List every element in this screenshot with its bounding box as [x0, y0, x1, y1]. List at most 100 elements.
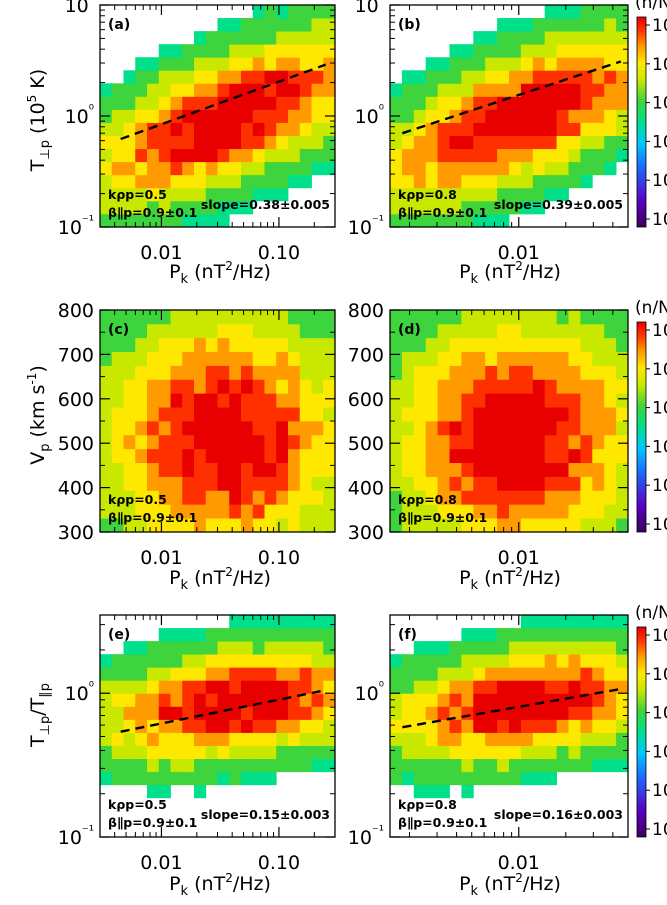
heatmap-cell — [194, 44, 207, 58]
heatmap-cell — [241, 641, 254, 655]
heatmap-cell — [532, 504, 546, 519]
heatmap-cell — [135, 148, 148, 163]
heatmap-cell — [205, 654, 218, 668]
ytick-label: 600 — [348, 389, 384, 411]
heatmap-cell — [288, 448, 301, 464]
plot-frame — [389, 614, 629, 838]
heatmap-cell — [123, 161, 136, 176]
heatmap-cell — [509, 174, 522, 189]
heatmap-cell — [205, 187, 218, 202]
heatmap-cell — [532, 421, 546, 436]
heatmap-cell — [217, 351, 230, 366]
heatmap-cell — [229, 323, 242, 339]
heatmap-cell — [123, 148, 136, 163]
heatmap-cell — [229, 96, 242, 110]
heatmap-cell — [532, 70, 546, 84]
heatmap-cell — [556, 434, 569, 450]
heatmap-cell — [568, 693, 581, 707]
xlabel-a: Pk (nT2/Hz) — [169, 259, 271, 287]
heatmap-cell — [264, 421, 277, 436]
xtick-label: 0.01 — [498, 852, 540, 874]
heatmap-cell — [604, 44, 617, 58]
heatmap-cell — [158, 628, 171, 642]
ytick-label: 10⁻¹ — [348, 214, 384, 239]
heatmap-cell — [264, 518, 277, 533]
heatmap-cell — [509, 200, 522, 215]
annotation-krho: kρp=0.8 — [398, 187, 457, 202]
heatmap-cell — [497, 719, 510, 733]
heatmap-cell — [556, 719, 569, 733]
heatmap-cell — [413, 421, 427, 436]
heatmap-cell — [544, 187, 557, 202]
heatmap-cell — [544, 365, 557, 380]
heatmap-cell — [425, 122, 438, 136]
heatmap-cell — [311, 654, 324, 668]
heatmap-cell — [616, 518, 629, 533]
heatmap-cell — [497, 641, 510, 655]
heatmap-cell — [473, 448, 486, 464]
heatmap-cell — [264, 161, 277, 176]
heatmap-cell — [413, 135, 427, 150]
heatmap-cell — [497, 476, 510, 491]
heatmap-cell — [123, 135, 136, 150]
heatmap-cell — [401, 693, 415, 707]
heatmap-cell — [473, 504, 486, 519]
heatmap-cell — [520, 337, 534, 353]
heatmap-cell — [580, 310, 593, 325]
heatmap-cell — [473, 70, 486, 84]
heatmap-cell — [532, 615, 546, 629]
heatmap-cell — [520, 379, 534, 394]
heatmap-cell — [229, 393, 242, 408]
heatmap-cell — [449, 122, 462, 136]
heatmap-cell — [229, 654, 242, 668]
heatmap-cell — [461, 96, 474, 110]
heatmap-cell — [532, 518, 546, 533]
heatmap-cell — [497, 18, 510, 32]
heatmap-cell — [299, 476, 312, 491]
heatmap-cell — [461, 161, 474, 176]
heatmap-cell — [217, 187, 230, 202]
heatmap-cell — [170, 693, 183, 707]
heatmap-cell — [556, 615, 569, 629]
heatmap-cell — [276, 18, 289, 32]
heatmap-cell — [568, 96, 581, 110]
heatmap-cell — [252, 490, 265, 505]
heatmap-cell — [520, 504, 534, 519]
ytick-label: 10⁻¹ — [58, 824, 94, 849]
heatmap-cell — [532, 96, 546, 110]
heatmap-cell — [401, 667, 415, 681]
heatmap-cell — [311, 379, 324, 394]
heatmap-cell — [323, 719, 336, 733]
heatmap-cell — [473, 148, 486, 163]
heatmap-cell — [580, 615, 593, 629]
heatmap-cell — [276, 758, 289, 773]
heatmap-cell — [592, 745, 605, 760]
heatmap-cell — [299, 641, 312, 655]
annotation-slope: slope=0.15±0.003 — [201, 807, 330, 822]
heatmap-cell — [461, 407, 474, 422]
heatmap-cell — [461, 70, 474, 84]
heatmap-cell — [205, 693, 218, 707]
heatmap-cell — [390, 421, 403, 436]
heatmap-cell — [229, 31, 242, 45]
heatmap-cell — [170, 122, 183, 136]
heatmap-cell — [217, 174, 230, 189]
heatmap-cell — [544, 462, 557, 477]
heatmap-cell — [473, 83, 486, 97]
heatmap-cell — [205, 393, 218, 408]
heatmap-cell — [241, 109, 254, 123]
heatmap-cell — [556, 337, 569, 353]
heatmap-cell — [147, 732, 160, 746]
heatmap-cell — [264, 628, 277, 642]
heatmap-cell — [194, 758, 207, 773]
heatmap-cell — [580, 667, 593, 681]
heatmap-cell — [123, 351, 136, 366]
heatmap-cell — [461, 337, 474, 353]
heatmap-cell — [604, 641, 617, 655]
heatmap-cell — [473, 732, 486, 746]
heatmap-cell — [401, 490, 415, 505]
heatmap-cell — [449, 161, 462, 176]
heatmap-cell — [616, 490, 629, 505]
heatmap-cell — [299, 693, 312, 707]
heatmap-cell — [544, 719, 557, 733]
